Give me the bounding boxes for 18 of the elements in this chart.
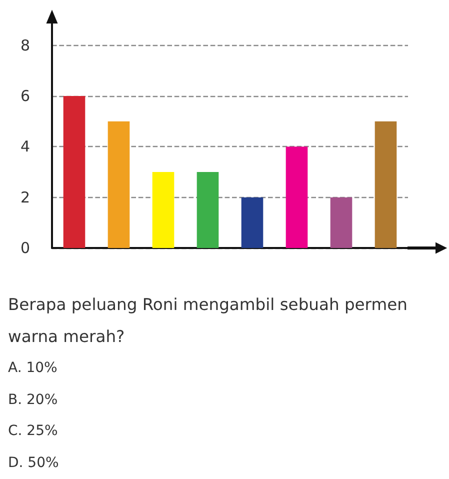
y-tick-label: 0: [20, 239, 30, 257]
text: A. 10%: [8, 359, 58, 378]
text: C. 25%: [8, 422, 59, 441]
text: D. 50%: [8, 454, 60, 472]
bar: [241, 197, 264, 248]
bar: [330, 197, 352, 248]
y-tick-label: 4: [20, 138, 30, 156]
bar: [108, 121, 130, 248]
bar: [286, 146, 308, 248]
bar: [63, 96, 86, 248]
bar: [374, 121, 397, 248]
text: Berapa peluang Roni mengambil sebuah permen warna merah?: [8, 294, 408, 348]
text: B. 20%: [8, 390, 59, 410]
y-tick-label: 6: [20, 87, 30, 105]
y-tick-label: 2: [20, 188, 30, 206]
y-tick-label: 8: [20, 36, 30, 54]
bar: [152, 172, 174, 248]
bar: [196, 172, 219, 248]
